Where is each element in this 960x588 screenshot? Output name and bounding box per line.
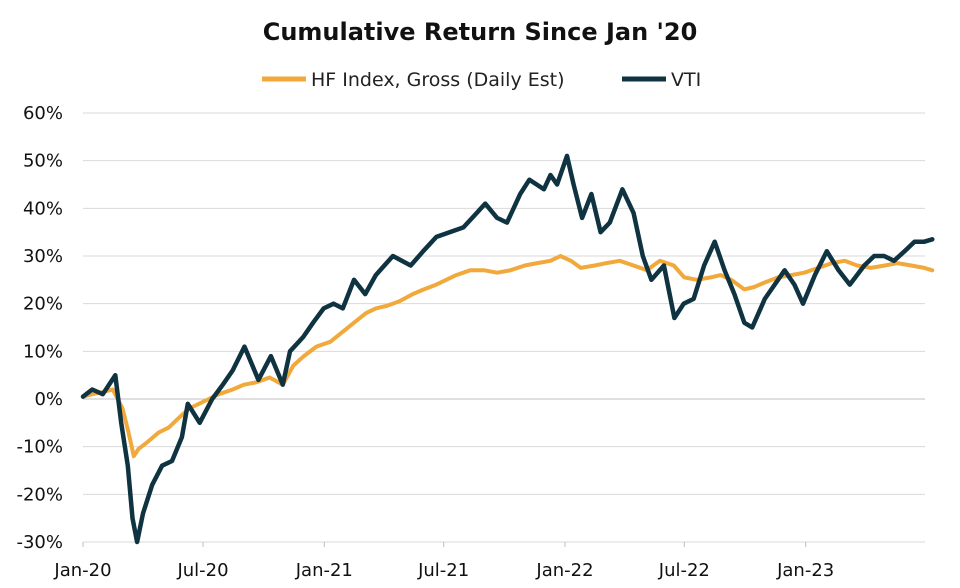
y-axis-tick-labels: -30% -20% -10% 0% 10% 20% 30% 40% 50% 60% bbox=[16, 103, 63, 553]
y-tick-label: -30% bbox=[16, 532, 63, 553]
x-tick-label: Jul-22 bbox=[658, 560, 710, 581]
chart-title: Cumulative Return Since Jan '20 bbox=[263, 18, 698, 46]
legend-label-hf-index: HF Index, Gross (Daily Est) bbox=[311, 69, 565, 91]
gridlines bbox=[82, 112, 925, 547]
legend: HF Index, Gross (Daily Est) VTI bbox=[262, 69, 701, 91]
series-line-hf-index bbox=[81, 254, 935, 459]
y-tick-label: -20% bbox=[16, 484, 63, 505]
x-tick-label: Jan-23 bbox=[776, 560, 834, 581]
x-tick-label: Jan-21 bbox=[295, 560, 353, 581]
y-tick-label: -10% bbox=[16, 437, 63, 458]
plot-area bbox=[80, 153, 935, 545]
x-tick-label: Jul-21 bbox=[417, 560, 469, 581]
y-tick-label: 10% bbox=[23, 341, 63, 362]
y-tick-label: 40% bbox=[23, 198, 63, 219]
legend-label-vti: VTI bbox=[671, 69, 701, 91]
x-tick-label: Jan-20 bbox=[53, 560, 111, 581]
x-tick-label: Jan-22 bbox=[535, 560, 593, 581]
x-tick-label: Jul-20 bbox=[176, 560, 228, 581]
series-line-vti bbox=[80, 153, 935, 545]
x-axis-tick-labels: Jan-20 Jul-20 Jan-21 Jul-21 Jan-22 Jul-22 Jan-… bbox=[53, 560, 834, 581]
y-tick-label: 50% bbox=[23, 151, 63, 172]
y-tick-label: 60% bbox=[23, 103, 63, 124]
y-tick-label: 20% bbox=[23, 294, 63, 315]
y-tick-label: 0% bbox=[34, 389, 63, 410]
y-tick-label: 30% bbox=[23, 246, 63, 267]
